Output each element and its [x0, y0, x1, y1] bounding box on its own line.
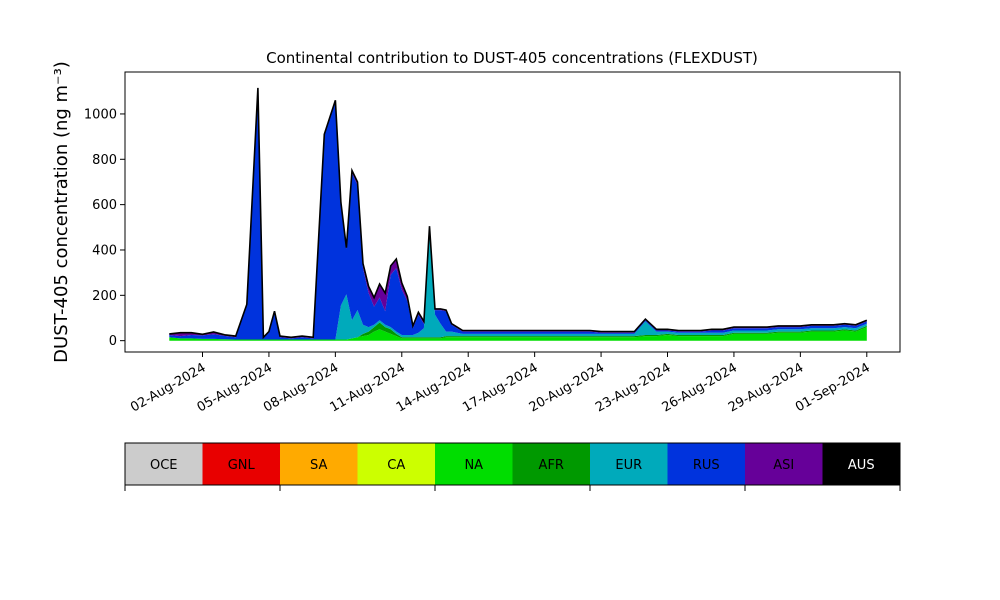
total-concentration-line	[169, 87, 868, 340]
legend-label-sa: SA	[310, 458, 327, 473]
legend-label-afr: AFR	[539, 458, 564, 473]
area-afr	[169, 322, 867, 340]
y-tick-label: 400	[92, 243, 117, 258]
legend-label-gnl: GNL	[228, 458, 256, 473]
legend-label-aus: AUS	[848, 458, 875, 473]
y-axis-label: DUST-405 concentration (ng m⁻³)	[51, 61, 72, 363]
y-axis: 0 200 400 600 800 1000	[84, 107, 125, 349]
legend-swatch-gnl	[202, 443, 280, 485]
legend-swatch-aus	[822, 443, 900, 485]
area-eur	[169, 228, 867, 340]
legend-swatch-sa	[280, 443, 358, 485]
y-tick-label: 1000	[84, 107, 117, 122]
area-na	[169, 327, 867, 341]
legend-swatch-ca	[357, 443, 435, 485]
x-tick-label: 01-Sep-2024	[793, 360, 873, 415]
plot-frame	[124, 71, 901, 353]
area-rus	[169, 90, 867, 340]
x-axis: 02-Aug-202405-Aug-202408-Aug-202411-Aug-…	[128, 352, 873, 416]
legend-swatch-rus	[667, 443, 745, 485]
y-tick-label: 600	[92, 198, 117, 213]
legend-label-ca: CA	[387, 458, 405, 473]
legend-label-oce: OCE	[150, 458, 178, 473]
legend-swatch-asi	[745, 443, 823, 485]
x-tick-label: 29-Aug-2024	[726, 360, 806, 415]
legend-frame	[124, 442, 901, 486]
stacked-areas	[169, 87, 867, 341]
legend-swatch-na	[435, 443, 513, 485]
legend-swatch-oce	[125, 443, 203, 485]
legend-colorbar: OCE GNL SA CA NA AFR EUR RUS ASI AUS	[124, 442, 901, 491]
legend-label-na: NA	[464, 458, 483, 473]
y-tick-label: 800	[92, 153, 117, 168]
legend-swatch-afr	[512, 443, 590, 485]
legend-label-eur: EUR	[615, 458, 642, 473]
area-asi	[169, 87, 867, 339]
y-tick-label: 200	[92, 289, 117, 304]
chart-title: Continental contribution to DUST-405 con…	[266, 49, 758, 67]
legend-label-rus: RUS	[693, 458, 720, 473]
area-aus	[169, 87, 867, 338]
y-tick-label: 0	[109, 334, 117, 349]
legend-label-asi: ASI	[773, 458, 794, 473]
legend-swatch-eur	[590, 443, 668, 485]
